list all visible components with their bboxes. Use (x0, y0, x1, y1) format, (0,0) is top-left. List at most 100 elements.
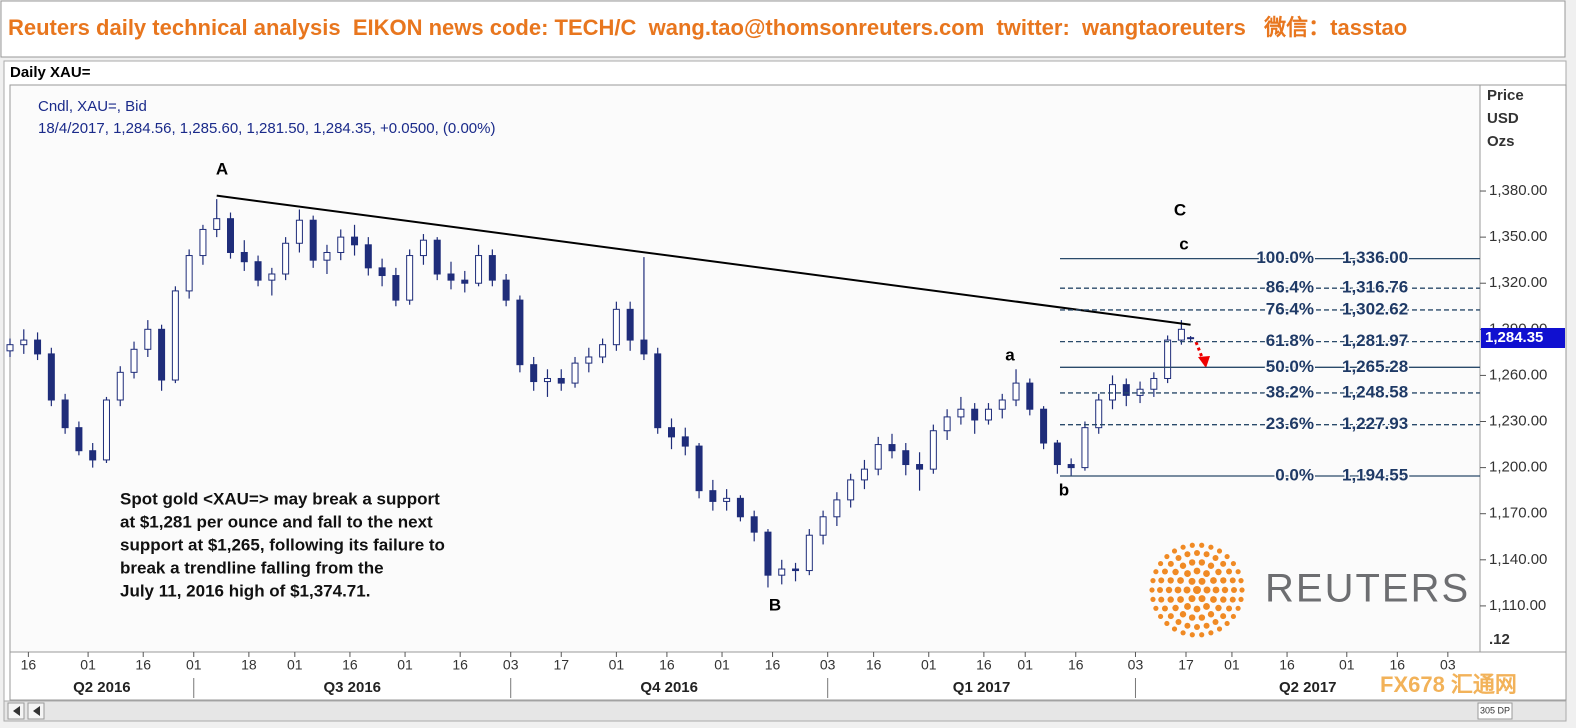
logo-dot (1157, 587, 1163, 593)
logo-dot (1153, 569, 1159, 575)
candle-body (433, 239, 441, 275)
candle-body (323, 251, 331, 261)
candle-body (1026, 382, 1034, 410)
info-line: 18/4/2017, 1,284.56, 1,285.60, 1,281.50,… (38, 120, 495, 137)
logo-dot (1208, 630, 1214, 636)
x-tick-label: 01 (80, 657, 96, 673)
x-tick-label: 16 (21, 657, 37, 673)
candle-body (102, 399, 110, 461)
period-label: Q1 2017 (953, 679, 1011, 696)
logo-dot (1171, 626, 1178, 632)
x-tick-label: 01 (397, 657, 413, 673)
candle-body (392, 275, 400, 301)
logo-dot (1172, 604, 1179, 612)
fib-value: 1,227.93 (1342, 414, 1408, 433)
logo-dot (1224, 553, 1230, 560)
candle-body (557, 377, 565, 384)
candle-body (6, 344, 14, 352)
x-tick-label: 01 (609, 657, 625, 673)
candle-body (1053, 442, 1061, 466)
y-tick-label: 1,320.00 (1489, 274, 1547, 291)
candle-body (378, 267, 386, 277)
candle-body (34, 339, 42, 355)
x-tick-label: 17 (1178, 657, 1194, 673)
logo-dot (1207, 562, 1215, 569)
candle-body (792, 568, 800, 572)
fib-ratio: 100.0% (1256, 248, 1314, 267)
y-axis-label: Price (1487, 87, 1524, 104)
fib-ratio: 86.4% (1266, 278, 1314, 297)
period-label: Q2 2016 (73, 679, 131, 696)
candle-body (695, 445, 703, 492)
logo-dot (1226, 568, 1233, 575)
watermark: FX678 汇通网 (1380, 672, 1517, 697)
logo-dot (1177, 596, 1184, 603)
candle-body (213, 218, 221, 230)
logo-dot (1184, 603, 1191, 610)
logo-dot (1174, 586, 1182, 594)
logo-dot (1212, 619, 1219, 626)
logo-dot (1172, 568, 1179, 576)
y-tick-label: 1,170.00 (1489, 505, 1547, 522)
candle-body (902, 450, 910, 466)
wave-label: b (1059, 480, 1069, 499)
x-tick-label: 01 (1224, 657, 1240, 673)
wave-label: A (216, 159, 228, 178)
candle-body (158, 328, 166, 381)
arrow-head (1198, 356, 1210, 368)
logo-dot (1215, 568, 1222, 576)
wave-label: B (769, 595, 781, 614)
x-axis-area (9, 651, 1567, 701)
candle-body (282, 242, 290, 275)
candle-body (723, 497, 731, 502)
candle-body (268, 273, 276, 281)
candle-body (461, 279, 469, 284)
candle-body (640, 339, 648, 355)
logo-dot (1235, 605, 1241, 611)
fib-ratio: 76.4% (1266, 299, 1314, 318)
x-tick-label: 03 (820, 657, 836, 673)
candle-body (171, 290, 179, 381)
y-tick-label: 1,350.00 (1489, 228, 1547, 245)
x-tick-label: 16 (659, 657, 675, 673)
candle-body (240, 251, 248, 263)
logo-dot (1184, 622, 1191, 629)
logo-dot (1239, 587, 1245, 593)
period-label: Q3 2016 (323, 679, 381, 696)
logo-dot (1149, 587, 1155, 593)
logo-dot (1207, 611, 1215, 618)
candle-body (447, 273, 455, 281)
last-price-box (1481, 327, 1565, 348)
last-price-label: 1,284.35 (1485, 329, 1543, 346)
scroll-box (1477, 702, 1513, 720)
candle-body (47, 353, 55, 401)
x-tick-label: 01 (287, 657, 303, 673)
x-tick-label: 16 (765, 657, 781, 673)
info-line: Cndl, XAU=, Bid (38, 98, 147, 115)
logo-dot (1210, 596, 1217, 603)
scrollbar[interactable] (3, 700, 1567, 722)
fib-value: 1,265.28 (1342, 357, 1408, 376)
header-box (0, 0, 1566, 58)
candle-body (668, 427, 675, 438)
logo-dot (1184, 570, 1191, 577)
candle-body (1164, 339, 1172, 379)
logo-dot (1199, 542, 1205, 548)
candle-body (833, 499, 841, 518)
candle-body (929, 430, 937, 470)
logo-dot (1203, 586, 1211, 594)
logo-dot (1203, 551, 1210, 558)
x-tick-label: 18 (241, 657, 257, 673)
logo-dot (1193, 605, 1201, 613)
logo-dot (1164, 620, 1170, 627)
y-tick-label: 1,140.00 (1489, 551, 1547, 568)
logo-dot (1199, 632, 1205, 638)
arrow (1194, 341, 1205, 361)
logo-dot (1161, 605, 1168, 612)
candle-body (998, 399, 1006, 410)
reuters-logo (1149, 542, 1245, 638)
candle-body (89, 450, 97, 461)
candle-body (295, 219, 303, 244)
commentary: at $1,281 per ounce and fall to the next (120, 512, 433, 531)
commentary: July 11, 2016 high of $1,374.71. (120, 581, 370, 600)
